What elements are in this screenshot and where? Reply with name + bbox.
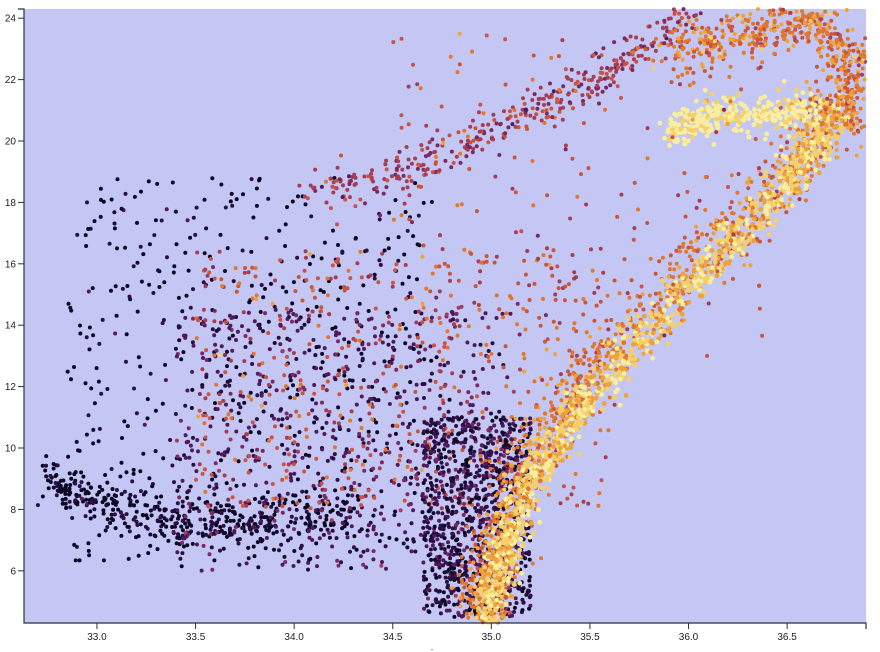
x-tick-label: 35.5 (580, 632, 600, 643)
x-tick-label: 33.0 (87, 632, 107, 643)
x-axis-ticks: 33.0 33.5 34.0 34.5 35.0 35.5 36.0 36.5 (87, 623, 797, 643)
x-tick-label: 34.5 (383, 632, 403, 643)
x-tick-label: 36.0 (679, 632, 699, 643)
y-axis-line (18, 8, 867, 629)
y-axis-ticks: 6 8 10 12 14 16 18 20 22 24 (5, 14, 24, 577)
x-tick-label: 36.5 (777, 632, 797, 643)
y-tick-label: 22 (5, 75, 17, 86)
y-tick-label: 20 (5, 137, 17, 148)
y-tick-label: 10 (5, 444, 17, 455)
x-tick-label: 35.0 (482, 632, 502, 643)
x-tick-label: 33.5 (186, 632, 206, 643)
y-tick-label: 24 (5, 14, 17, 25)
scatter-points (35, 7, 868, 626)
x-tick-label: 34.0 (284, 632, 304, 643)
y-tick-label: 8 (10, 505, 16, 516)
y-tick-label: 14 (5, 321, 17, 332)
y-tick-label: 18 (5, 198, 17, 209)
x-axis-label: . (431, 642, 434, 652)
y-tick-label: 12 (5, 382, 17, 393)
y-tick-label: 6 (10, 566, 16, 577)
y-tick-label: 16 (5, 259, 17, 270)
